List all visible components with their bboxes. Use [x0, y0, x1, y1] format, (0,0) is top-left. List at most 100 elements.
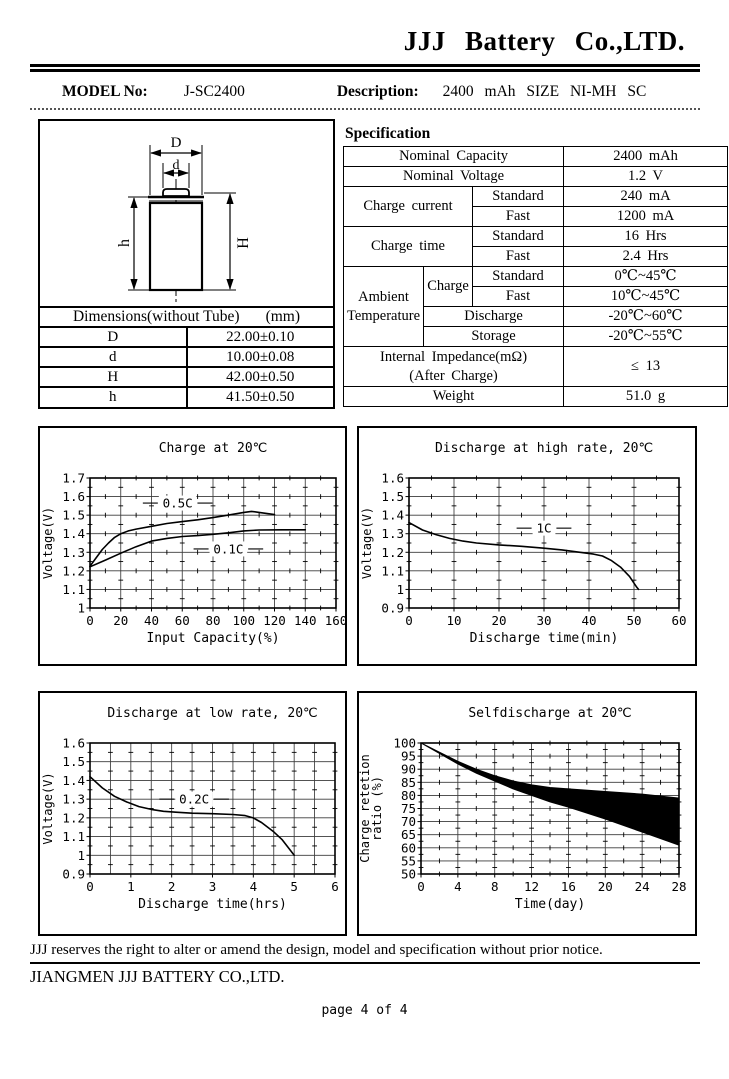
svg-text:Selfdischarge at 20℃: Selfdischarge at 20℃: [468, 706, 631, 721]
svg-text:70: 70: [401, 814, 416, 829]
svg-text:6: 6: [331, 879, 339, 894]
spec-value: 2.4 Hrs: [563, 246, 729, 267]
description-label: Description:: [336, 83, 419, 100]
svg-text:85: 85: [401, 775, 416, 790]
spec-sublabel: Standard: [471, 266, 565, 287]
svg-text:1.6: 1.6: [381, 471, 404, 486]
svg-text:80: 80: [205, 613, 220, 628]
svg-text:1.6: 1.6: [62, 489, 85, 504]
svg-text:28: 28: [671, 879, 686, 894]
svg-text:0: 0: [405, 613, 413, 628]
dimensions-title-text: Dimensions(without Tube): [72, 308, 240, 325]
spec-label: Charge current: [343, 186, 473, 227]
dim-row-value: 42.00±0.50: [186, 366, 333, 387]
table-row: Nominal Capacity 2400 mAh: [342, 146, 729, 167]
svg-text:60: 60: [175, 613, 190, 628]
svg-text:4: 4: [454, 879, 462, 894]
svg-text:1.3: 1.3: [62, 792, 85, 807]
dimensions-unit-text: (mm): [265, 308, 301, 325]
svg-text:10: 10: [446, 613, 461, 628]
top-section: D d: [38, 119, 729, 409]
svg-text:Time(day): Time(day): [515, 897, 585, 912]
chart-charge-at-20c: 0.5C 0.1C 0 20 40 60 80 100 120 140 160 1.7 1.6 1.5 1.…: [38, 426, 347, 666]
svg-text:Input Capacity(%): Input Capacity(%): [146, 631, 279, 646]
chart-discharge-high-rate: 1C 0 10 20 30 40 50 60 1.6 1.5 1.4 1.3 1.2 1.1 1 0.9 Dis…: [357, 426, 697, 666]
svg-text:0: 0: [86, 613, 94, 628]
dotted-divider: [30, 108, 700, 110]
svg-text:3: 3: [209, 879, 217, 894]
dimensions-table: Dimensions(without Tube) (mm) D 22.00±0.10…: [40, 306, 333, 407]
svg-text:60: 60: [671, 613, 686, 628]
dimensions-table-title-row: Dimensions(without Tube) (mm): [40, 306, 333, 327]
svg-text:1.5: 1.5: [62, 754, 85, 769]
svg-text:1.1: 1.1: [381, 563, 404, 578]
dim-label-h: h: [116, 239, 133, 247]
table-row: Charge time Standard 16 Hrs: [343, 226, 729, 267]
svg-text:Voltage(V): Voltage(V): [41, 507, 55, 579]
svg-text:Voltage(V): Voltage(V): [41, 772, 55, 844]
dim-row-label: h: [40, 386, 188, 407]
company-title: JJJ Battery Co.,LTD.: [403, 26, 685, 56]
table-row: D 22.00±0.10: [40, 326, 333, 347]
svg-text:1.2: 1.2: [381, 545, 404, 560]
table-row: Weight 51.0 g: [342, 386, 729, 407]
svg-text:60: 60: [401, 840, 416, 855]
chart-discharge-low-canvas: 0.2C 0 1 2 3 4 5 6 1.6 1.5 1.4 1.3 1.2 1.1 1 0.9 Dischar…: [41, 706, 339, 912]
spec-value: -20℃~60℃: [563, 306, 729, 327]
svg-text:55: 55: [401, 853, 416, 868]
svg-text:1: 1: [396, 582, 404, 597]
table-row: Storage -20℃~55℃: [344, 326, 729, 347]
spec-value: 10℃~45℃: [563, 286, 729, 307]
svg-text:24: 24: [635, 879, 650, 894]
spec-value: 2400 mAh: [563, 146, 729, 167]
table-row: Discharge -20℃~60℃: [344, 306, 729, 327]
svg-text:1.4: 1.4: [381, 508, 404, 523]
specification-table: Nominal Capacity 2400 mAh Nominal Voltag…: [342, 146, 729, 407]
chart-charge-canvas: 0.5C 0.1C 0 20 40 60 80 100 120 140 160 1.7 1.6 1.5 1.…: [41, 441, 345, 646]
svg-text:1.3: 1.3: [381, 526, 404, 541]
dim-row-label: d: [40, 346, 188, 367]
spec-label: Internal Impedance(mΩ) (After Charge): [342, 346, 565, 387]
svg-text:16: 16: [561, 879, 576, 894]
table-row: Fast 1200 mA: [344, 206, 729, 227]
table-row: Charge current Standard 240 mA: [343, 186, 729, 227]
specification-title: Specification: [345, 125, 431, 142]
datasheet-page: JJJ Battery Co.,LTD. MODEL No: J-SC2400 De…: [0, 26, 729, 1079]
footer-company: JIANGMEN JJJ BATTERY CO.,LTD.: [30, 967, 285, 986]
svg-text:1.1: 1.1: [62, 582, 85, 597]
model-row: MODEL No: J-SC2400 Description: 2400 mAh SI…: [62, 83, 700, 101]
svg-text:ratio (%): ratio (%): [370, 776, 384, 841]
svg-text:Discharge at high rate, 20℃: Discharge at high rate, 20℃: [435, 441, 653, 456]
svg-text:75: 75: [401, 801, 416, 816]
svg-text:1: 1: [77, 601, 85, 616]
svg-text:1.5: 1.5: [381, 489, 404, 504]
svg-text:160: 160: [325, 613, 345, 628]
svg-text:0: 0: [86, 879, 94, 894]
dimensions-table-title: Dimensions(without Tube) (mm): [40, 306, 333, 327]
spec-label: Ambient Temperature: [343, 266, 424, 347]
svg-text:120: 120: [263, 613, 286, 628]
svg-text:Discharge at low rate, 20℃: Discharge at low rate, 20℃: [107, 706, 317, 721]
svg-text:1C: 1C: [536, 521, 551, 536]
svg-text:Charge retetion: Charge retetion: [359, 754, 372, 862]
spec-value: 16 Hrs: [563, 226, 729, 247]
chart-discharge-low-rate: 0.2C 0 1 2 3 4 5 6 1.6 1.5 1.4 1.3 1.2 1.1 1 0.9 Dischar…: [38, 691, 347, 936]
dim-row-label: H: [40, 366, 188, 387]
svg-text:0: 0: [417, 879, 425, 894]
svg-text:Discharge time(min): Discharge time(min): [470, 631, 619, 646]
svg-text:1.3: 1.3: [62, 545, 85, 560]
impedance-label-line1: Internal Impedance(mΩ): [380, 349, 528, 366]
spec-label: Nominal Capacity: [342, 146, 565, 167]
chart-selfdischarge: 0 4 8 12 16 20 24 28 100 95 90 85 80 75 70 65 60 55 50 Self…: [357, 691, 697, 936]
dim-row-label: D: [40, 326, 188, 347]
svg-text:Discharge time(hrs): Discharge time(hrs): [138, 897, 287, 912]
specification-panel: Specification Nominal Capacity 2400 mAh …: [342, 119, 729, 409]
page-number: page 4 of 4: [321, 1003, 408, 1018]
spec-sublabel: Fast: [471, 286, 565, 307]
table-row: h 41.50±0.50: [40, 386, 333, 407]
svg-text:1.4: 1.4: [62, 773, 85, 788]
svg-text:8: 8: [491, 879, 499, 894]
spec-sublabel: Fast: [471, 206, 565, 227]
spec-value: 1.2 V: [563, 166, 729, 187]
svg-text:40: 40: [581, 613, 596, 628]
